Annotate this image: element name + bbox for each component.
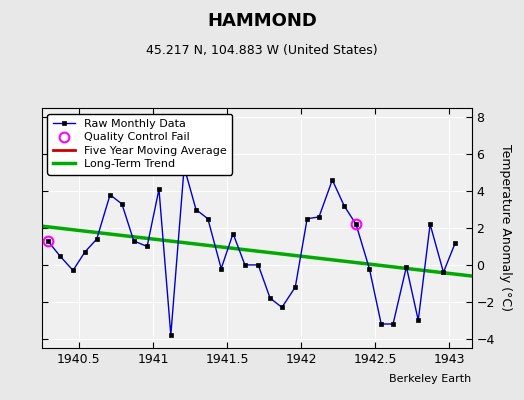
Raw Monthly Data: [156, 187, 162, 192]
Raw Monthly Data: [427, 222, 433, 227]
Raw Monthly Data: [279, 305, 285, 310]
Raw Monthly Data: [82, 250, 88, 254]
Raw Monthly Data: [452, 240, 458, 245]
Line: Raw Monthly Data: Raw Monthly Data: [46, 165, 457, 337]
Text: 45.217 N, 104.883 W (United States): 45.217 N, 104.883 W (United States): [146, 44, 378, 57]
Raw Monthly Data: [205, 216, 211, 221]
Quality Control Fail: [353, 222, 359, 227]
Raw Monthly Data: [267, 296, 273, 300]
Raw Monthly Data: [378, 322, 385, 326]
Raw Monthly Data: [242, 262, 248, 267]
Raw Monthly Data: [70, 268, 76, 273]
Raw Monthly Data: [341, 204, 347, 208]
Raw Monthly Data: [181, 165, 187, 170]
Raw Monthly Data: [94, 237, 100, 242]
Y-axis label: Temperature Anomaly (°C): Temperature Anomaly (°C): [498, 144, 511, 312]
Raw Monthly Data: [130, 238, 137, 243]
Raw Monthly Data: [353, 222, 359, 227]
Raw Monthly Data: [316, 214, 322, 219]
Text: HAMMOND: HAMMOND: [207, 12, 317, 30]
Raw Monthly Data: [440, 270, 446, 275]
Raw Monthly Data: [304, 216, 310, 221]
Raw Monthly Data: [57, 253, 63, 258]
Raw Monthly Data: [390, 322, 396, 326]
Legend: Raw Monthly Data, Quality Control Fail, Five Year Moving Average, Long-Term Tren: Raw Monthly Data, Quality Control Fail, …: [48, 114, 233, 175]
Raw Monthly Data: [230, 231, 236, 236]
Raw Monthly Data: [292, 285, 299, 290]
Raw Monthly Data: [366, 266, 373, 271]
Raw Monthly Data: [119, 202, 125, 206]
Raw Monthly Data: [168, 333, 174, 338]
Line: Quality Control Fail: Quality Control Fail: [43, 220, 361, 246]
Raw Monthly Data: [107, 192, 113, 197]
Raw Monthly Data: [193, 207, 199, 212]
Raw Monthly Data: [218, 266, 224, 271]
Raw Monthly Data: [329, 178, 335, 182]
Quality Control Fail: [45, 238, 51, 243]
Raw Monthly Data: [403, 264, 410, 269]
Raw Monthly Data: [144, 244, 150, 249]
Raw Monthly Data: [45, 238, 51, 243]
Text: Berkeley Earth: Berkeley Earth: [389, 374, 472, 384]
Raw Monthly Data: [255, 262, 261, 267]
Raw Monthly Data: [415, 318, 421, 323]
